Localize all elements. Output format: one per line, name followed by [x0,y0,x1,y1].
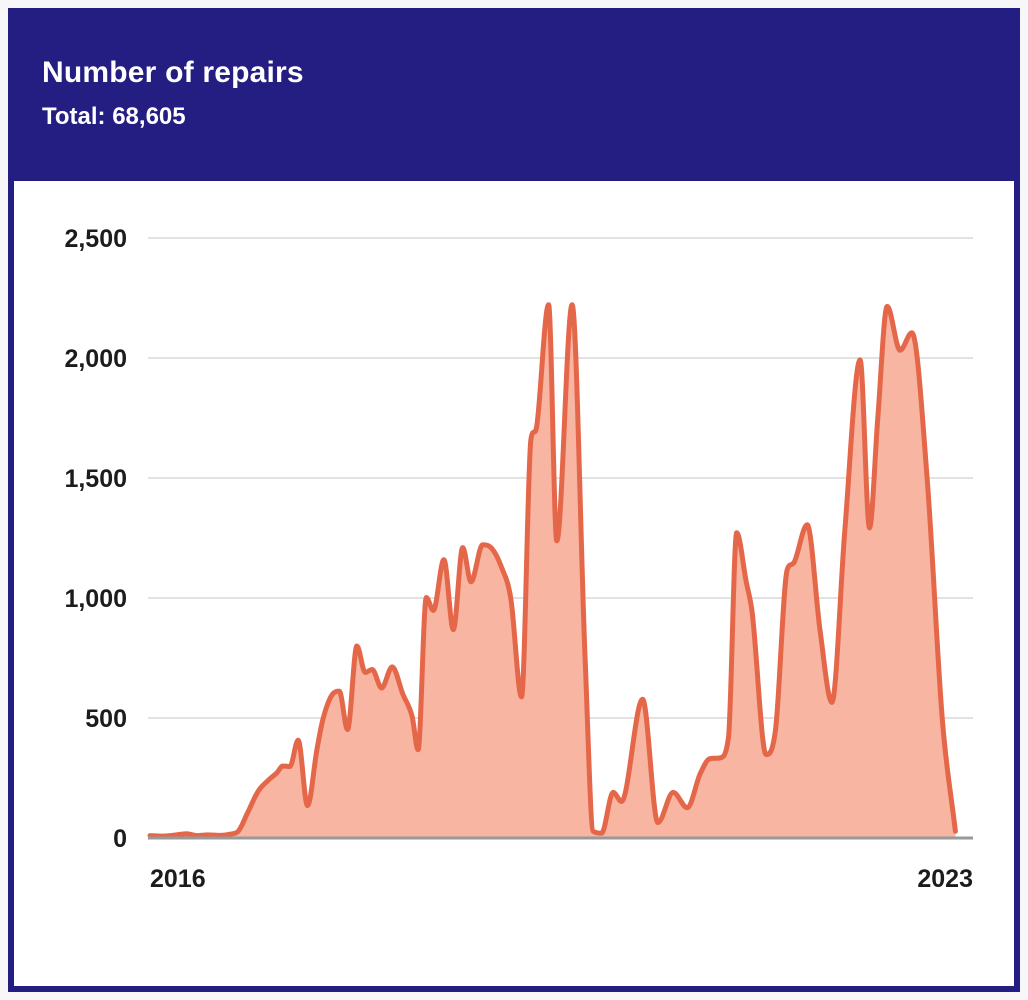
x-tick-label: 2023 [917,865,973,893]
y-tick-label: 1,500 [64,465,127,493]
y-tick-label: 500 [85,705,127,733]
area-chart: 2,500 2,000 1,500 1,000 500 0 2016 2023 [64,225,973,893]
x-tick-label: 2016 [150,865,206,893]
chart-area: 2,500 2,000 1,500 1,000 500 0 2016 2023 [14,181,1014,986]
area-line [147,302,958,839]
y-axis-labels: 2,500 2,000 1,500 1,000 500 0 [64,225,127,853]
y-tick-label: 0 [113,825,127,853]
chart-total-value: Total: 68,605 [42,103,186,130]
chart-title: Number of repairs [42,56,304,89]
y-tick-label: 2,000 [64,345,127,373]
repairs-card: Number of repairs Total: 68,605 2,500 2,… [8,8,1020,992]
x-axis-labels: 2016 2023 [150,865,973,893]
y-tick-label: 1,000 [64,585,127,613]
card-header: Number of repairs Total: 68,605 [14,14,1014,181]
y-tick-label: 2,500 [64,225,127,253]
